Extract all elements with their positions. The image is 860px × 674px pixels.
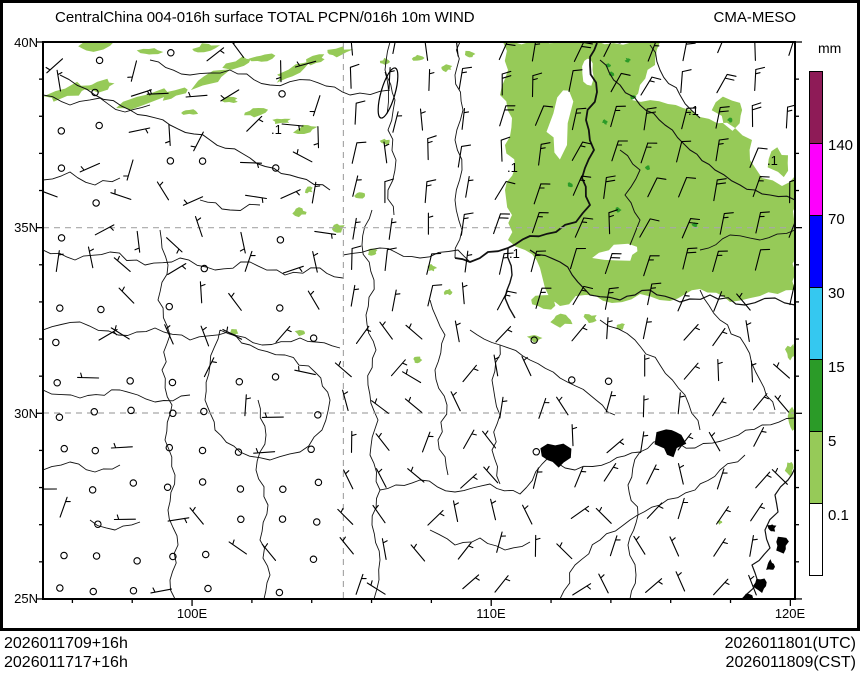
colorbar-tick-5: 5 [828, 433, 837, 450]
colorbar-tick-0p1: 0.1 [828, 507, 849, 524]
colorbar-segment [809, 359, 823, 432]
lat-label-40n: 40N [14, 35, 38, 50]
colorbar [809, 71, 823, 576]
contour-label: .1 [767, 153, 778, 168]
colorbar-segment [809, 503, 823, 576]
model-name: CMA-MESO [713, 9, 797, 26]
colorbar-tick-15: 15 [828, 359, 845, 376]
lat-label-35n: 35N [14, 220, 38, 235]
contour-label: .1 [271, 122, 282, 137]
colorbar-segment [809, 215, 823, 288]
lat-label-30n: 30N [14, 406, 38, 421]
footer-init-line2: 2026011717+16h [4, 654, 128, 671]
footer-init-line1: 2026011709+16h [4, 635, 128, 652]
contour-label: .1 [509, 246, 520, 261]
page-title: CentralChina 004-016h surface TOTAL PCPN… [55, 9, 475, 26]
colorbar-segment [809, 143, 823, 216]
colorbar-tick-30: 30 [828, 285, 845, 302]
colorbar-segment [809, 71, 823, 144]
footer-valid-cst: 2026011809(CST) [725, 654, 856, 671]
colorbar-tick-140: 140 [828, 137, 854, 154]
lon-label-110e: 110E [476, 606, 506, 621]
contour-label: .1 [507, 160, 518, 175]
lon-label-120e: 120E [774, 606, 806, 621]
colorbar-segment [809, 431, 823, 504]
contour-label: .1 [688, 103, 699, 118]
colorbar-tick-70: 70 [828, 211, 845, 228]
footer-valid-utc: 2026011801(UTC) [724, 635, 856, 652]
weather-map [36, 41, 802, 606]
colorbar-unit-label: mm [818, 40, 842, 56]
lat-label-25n: 25N [14, 591, 38, 606]
colorbar-segment [809, 287, 823, 360]
lon-label-100e: 100E [176, 606, 208, 621]
